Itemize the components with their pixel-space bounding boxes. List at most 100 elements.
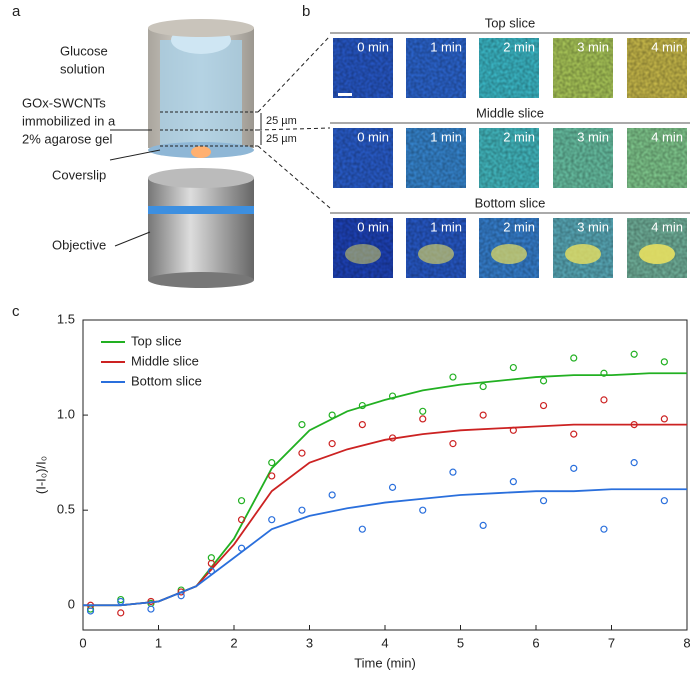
tile-noise xyxy=(627,128,687,188)
tile-noise xyxy=(553,38,613,98)
data-point xyxy=(147,605,155,613)
objective-body xyxy=(148,178,254,280)
time-label: 1 min xyxy=(430,219,462,234)
data-point xyxy=(630,350,638,358)
x-tick-label: 1 xyxy=(155,635,162,650)
data-point xyxy=(539,497,548,505)
data-point xyxy=(388,483,397,491)
label: 2% agarose gel xyxy=(22,131,112,146)
slice-title: Top slice xyxy=(485,15,536,30)
data-point xyxy=(298,421,306,429)
time-label: 0 min xyxy=(357,129,389,144)
label: 25 µm xyxy=(266,133,297,145)
hotspot xyxy=(639,244,675,264)
legend-label: Middle slice xyxy=(131,353,199,368)
tile-noise xyxy=(406,128,466,188)
data-point xyxy=(298,506,306,514)
time-label: 2 min xyxy=(503,39,535,54)
zoom-line xyxy=(257,35,331,113)
time-label: 3 min xyxy=(577,129,609,144)
y-tick-label: 0.5 xyxy=(57,502,75,517)
data-point xyxy=(237,516,246,524)
time-label: 3 min xyxy=(577,219,609,234)
y-tick-label: 1.5 xyxy=(57,311,75,326)
data-point xyxy=(570,464,578,472)
label: Objective xyxy=(52,237,106,252)
y-tick-label: 1.0 xyxy=(57,407,75,422)
data-point xyxy=(449,373,457,381)
data-point xyxy=(207,559,215,568)
time-label: 0 min xyxy=(357,39,389,54)
time-label: 0 min xyxy=(357,219,389,234)
data-point xyxy=(419,415,427,423)
heatmaps: Top slice 0 min 1 min 2 min 3 min 4 min Middle… xyxy=(330,15,690,278)
zoom-line xyxy=(257,127,331,131)
label: Glucose xyxy=(60,43,108,58)
label: 25 µm xyxy=(266,115,297,127)
data-point xyxy=(539,401,548,410)
time-label: 4 min xyxy=(651,219,683,234)
data-point xyxy=(449,440,457,448)
time-label: 3 min xyxy=(577,39,609,54)
data-point xyxy=(479,521,487,529)
data-point xyxy=(268,516,276,524)
data-point xyxy=(600,396,608,404)
panel-label: b xyxy=(302,3,310,20)
data-point xyxy=(358,525,366,533)
data-point xyxy=(600,525,608,533)
data-point xyxy=(570,354,578,362)
data-point xyxy=(388,392,397,400)
legend-label: Bottom slice xyxy=(131,373,202,388)
legend-label: Top slice xyxy=(131,333,182,348)
label: Coverslip xyxy=(52,167,106,182)
data-point xyxy=(328,440,336,448)
chamber-top xyxy=(148,19,254,37)
tile-noise xyxy=(627,38,687,98)
chart: 0 0.5 1.0 1.5 0 1 2 3 4 5 6 7 8 Time (min) (I-I₀)/I₀ To… xyxy=(33,311,690,670)
data-point xyxy=(660,497,668,505)
x-tick-label: 4 xyxy=(381,635,388,650)
data-point xyxy=(207,554,215,562)
objective-top xyxy=(148,168,254,188)
hotspot xyxy=(345,244,381,264)
scale-bar xyxy=(338,93,352,96)
data-point xyxy=(479,382,487,391)
label: immobilized in a xyxy=(22,113,116,128)
tile-noise xyxy=(479,38,539,98)
data-point xyxy=(86,607,95,615)
data-point xyxy=(630,459,638,467)
data-point xyxy=(358,421,366,429)
time-label: 4 min xyxy=(651,129,683,144)
x-axis-label: Time (min) xyxy=(354,655,416,670)
panel-label: a xyxy=(12,3,21,20)
panel-label: c xyxy=(12,303,20,320)
fit-line xyxy=(83,488,687,607)
data-point xyxy=(509,363,517,372)
data-point xyxy=(509,478,517,486)
data-point xyxy=(419,506,427,514)
tile-noise xyxy=(479,128,539,188)
data-point xyxy=(570,430,578,438)
tile-noise xyxy=(553,128,613,188)
x-tick-label: 8 xyxy=(683,635,690,650)
data-point xyxy=(600,369,608,377)
time-label: 1 min xyxy=(430,129,462,144)
data-point xyxy=(660,415,668,423)
time-label: 1 min xyxy=(430,39,462,54)
data-point xyxy=(268,459,276,467)
x-tick-label: 2 xyxy=(230,635,237,650)
tile-noise xyxy=(333,128,393,188)
data-point xyxy=(419,407,427,415)
time-label: 2 min xyxy=(503,219,535,234)
data-point xyxy=(539,377,548,385)
data-point xyxy=(479,411,487,419)
data-point xyxy=(298,449,306,457)
x-tick-label: 7 xyxy=(608,635,615,650)
objective-band xyxy=(148,206,254,214)
label: GOx-SWCNTs xyxy=(22,95,106,110)
sample-diagram xyxy=(109,19,331,288)
x-tick-label: 0 xyxy=(79,635,86,650)
data-point xyxy=(449,468,457,476)
fit-line xyxy=(83,423,687,607)
